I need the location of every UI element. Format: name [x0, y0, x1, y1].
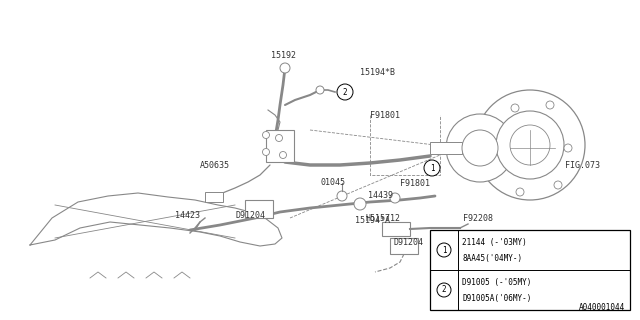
Text: 1: 1 [442, 245, 446, 254]
FancyBboxPatch shape [245, 200, 273, 218]
Text: 2: 2 [442, 285, 446, 294]
Circle shape [554, 181, 562, 189]
Circle shape [437, 243, 451, 257]
FancyBboxPatch shape [430, 230, 630, 310]
Text: 15194*A: 15194*A [355, 215, 390, 225]
Text: 1: 1 [429, 164, 435, 172]
Circle shape [437, 283, 451, 297]
Text: H515712: H515712 [365, 213, 400, 222]
Text: 8AA45('04MY-): 8AA45('04MY-) [462, 253, 522, 262]
Text: 14439: 14439 [368, 190, 393, 199]
Text: F92208: F92208 [463, 213, 493, 222]
Circle shape [337, 191, 347, 201]
Text: 15194*B: 15194*B [360, 68, 395, 76]
Circle shape [280, 63, 290, 73]
Text: D91204: D91204 [235, 211, 265, 220]
Circle shape [446, 114, 514, 182]
Text: 21144 (-'03MY): 21144 (-'03MY) [462, 237, 527, 246]
Text: 14423: 14423 [175, 211, 200, 220]
Circle shape [511, 104, 519, 112]
Text: D91204: D91204 [393, 237, 423, 246]
Circle shape [496, 111, 564, 179]
Circle shape [516, 188, 524, 196]
FancyBboxPatch shape [205, 192, 223, 202]
Circle shape [275, 134, 282, 141]
Circle shape [510, 125, 550, 165]
Text: 2: 2 [342, 87, 348, 97]
Text: F91801: F91801 [370, 110, 400, 119]
Text: D91005A('06MY-): D91005A('06MY-) [462, 293, 531, 302]
Text: A040001044: A040001044 [579, 303, 625, 312]
Circle shape [390, 193, 400, 203]
Text: A50635: A50635 [200, 161, 230, 170]
Circle shape [280, 151, 287, 158]
Circle shape [262, 132, 269, 139]
FancyBboxPatch shape [430, 142, 462, 154]
Circle shape [337, 84, 353, 100]
Circle shape [564, 144, 572, 152]
Circle shape [354, 198, 366, 210]
Text: 01045: 01045 [320, 178, 345, 187]
FancyBboxPatch shape [382, 222, 410, 236]
Text: F91801: F91801 [400, 179, 430, 188]
Circle shape [262, 148, 269, 156]
Text: FIG.073: FIG.073 [565, 161, 600, 170]
Circle shape [424, 160, 440, 176]
Circle shape [475, 90, 585, 200]
Circle shape [546, 101, 554, 109]
FancyBboxPatch shape [266, 130, 294, 162]
Text: D91005 (-'05MY): D91005 (-'05MY) [462, 277, 531, 286]
Circle shape [316, 86, 324, 94]
FancyBboxPatch shape [390, 238, 418, 254]
Text: 15192: 15192 [271, 51, 296, 60]
Circle shape [462, 130, 498, 166]
